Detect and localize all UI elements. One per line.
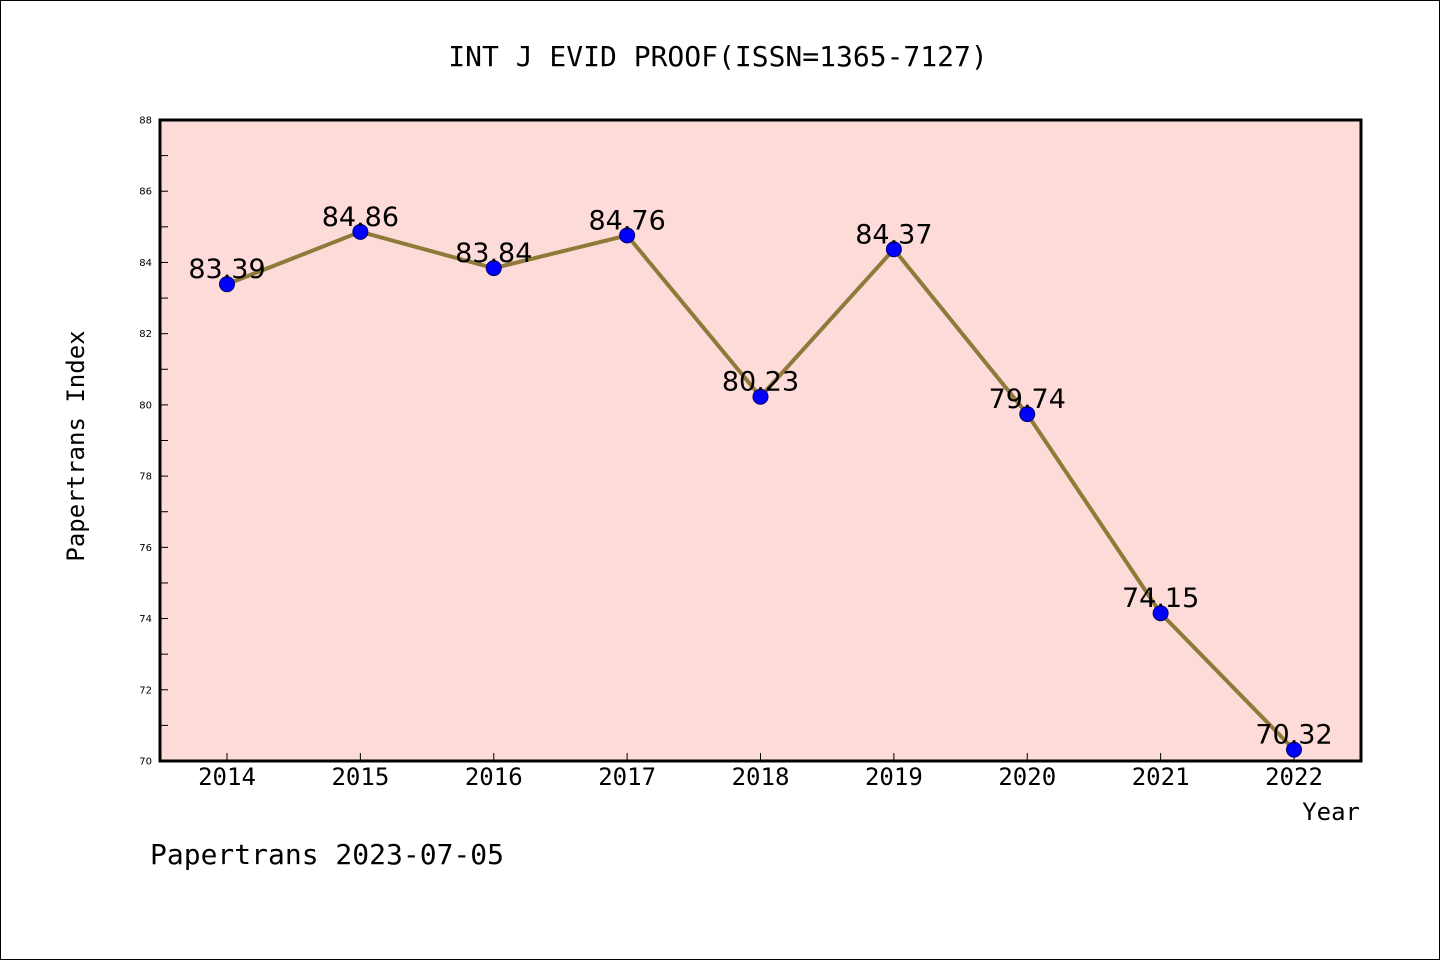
y-tick-label: 72: [139, 685, 152, 696]
data-point: [1286, 741, 1302, 758]
x-tick-label: 2018: [732, 763, 790, 791]
data-label: 84.37: [855, 219, 932, 250]
y-tick-label: 78: [139, 472, 152, 483]
x-tick-label: 2021: [1132, 763, 1190, 791]
x-tick-label: 2019: [865, 763, 923, 791]
y-tick-label: 74: [139, 614, 152, 625]
y-tick-label: 82: [139, 329, 152, 340]
data-point: [352, 223, 369, 240]
y-tick-label: 80: [139, 400, 152, 411]
x-axis: 2014 2015 2016 2017 2018 2019 2020 2021 2022: [198, 753, 1323, 791]
data-point: [752, 388, 769, 405]
x-axis-label: Year: [1302, 798, 1360, 826]
data-label: 83.39: [188, 254, 265, 285]
chart-title: INT J EVID PROOF(ISSN=1365-7127): [448, 40, 987, 73]
data-point: [1019, 406, 1036, 423]
x-tick-label: 2016: [465, 763, 523, 791]
data-label: 84.86: [322, 202, 399, 233]
data-label: 83.84: [455, 238, 532, 269]
y-tick-label: 76: [139, 543, 152, 554]
x-tick-label: 2015: [331, 763, 389, 791]
data-label: 74.15: [1122, 583, 1199, 614]
data-point: [885, 241, 902, 258]
x-tick-label: 2014: [198, 763, 256, 791]
data-point: [619, 227, 636, 244]
x-tick-label: 2017: [598, 763, 656, 791]
y-tick-label: 84: [139, 258, 152, 269]
data-point: [219, 276, 235, 293]
series-layer: [219, 223, 1302, 758]
y-tick-label: 70: [139, 757, 152, 768]
data-labels: 83.39 84.86 83.84 84.76 80.23 84.37 79.74 74.15…: [188, 202, 1332, 751]
data-label: 84.76: [588, 205, 665, 236]
y-tick-label: 88: [139, 116, 152, 127]
data-label: 80.23: [722, 367, 799, 398]
footer-credit: Papertrans 2023-07-05: [150, 838, 504, 871]
data-point: [1152, 605, 1169, 622]
x-tick-label: 2020: [998, 763, 1056, 791]
data-label: 70.32: [1255, 720, 1332, 751]
y-axis: 70 72 74 76 78 80 82 84 86 88: [139, 116, 168, 768]
x-tick-label: 2022: [1265, 763, 1323, 791]
y-tick-label: 86: [139, 187, 152, 198]
data-label: 79.74: [989, 384, 1066, 415]
data-point: [485, 260, 502, 277]
y-axis-label: Papertrans Index: [62, 330, 90, 561]
